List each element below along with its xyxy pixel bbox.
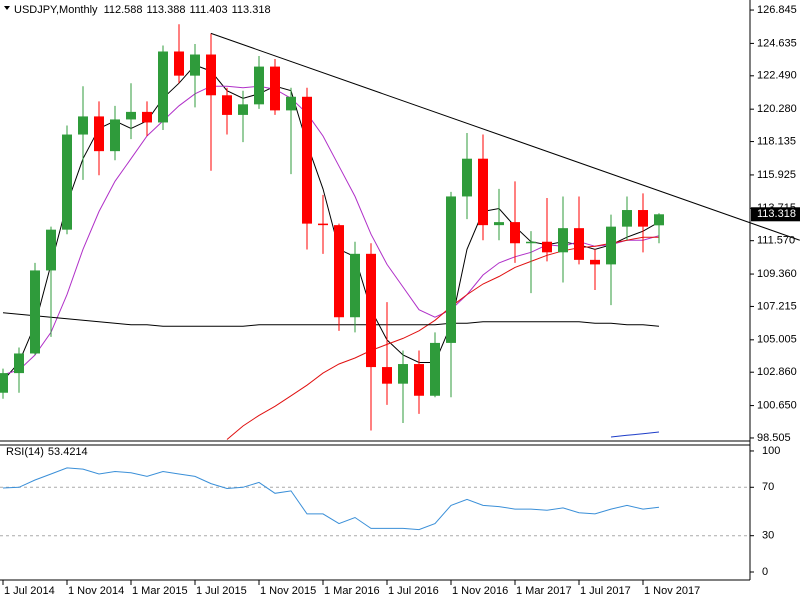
candle-body (174, 51, 184, 76)
symbol: USDJPY,Monthly (14, 4, 98, 16)
y-tick-label: 126.845 (757, 4, 797, 16)
candle-body (606, 226, 616, 265)
candle-body (526, 241, 536, 244)
candle-body (542, 241, 552, 253)
candle-body (0, 373, 8, 393)
moving-average (226, 236, 659, 440)
candle-body (334, 225, 344, 318)
candle-body (590, 259, 600, 265)
y-tick-label: 115.925 (757, 169, 796, 181)
chart-header: USDJPY,Monthly 112.588 113.388 111.403 113.3… (14, 4, 271, 16)
candle-body (382, 367, 392, 384)
y-tick-label: 0 (762, 566, 768, 578)
candle-body (142, 111, 152, 123)
moving-average (610, 431, 660, 438)
y-tick-label: 30 (762, 530, 774, 542)
y-tick-label: 102.860 (757, 366, 797, 378)
y-tick-label: 98.505 (757, 432, 791, 444)
candle-body (318, 223, 328, 226)
candle-body (270, 66, 280, 111)
trendline (210, 32, 800, 241)
candle-body (190, 54, 200, 76)
candle-body (302, 96, 312, 224)
candle-body (654, 214, 664, 226)
candle-body (254, 66, 264, 105)
y-tick-label: 111.570 (757, 235, 795, 247)
y-tick-label: 100.650 (757, 399, 797, 411)
candle-body (366, 253, 376, 368)
x-tick-label: 1 Nov 2016 (452, 585, 508, 597)
rsi-header: RSI(14) 53.4214 (6, 446, 88, 458)
x-tick-label: 1 Mar 2016 (324, 585, 380, 597)
high-value: 113.388 (147, 4, 186, 16)
candle-body (206, 54, 216, 96)
x-tick-label: 1 Nov 2015 (260, 585, 316, 597)
candle-body (350, 253, 360, 318)
y-tick-label: 100 (762, 445, 780, 457)
candle-body (478, 158, 488, 226)
rsi-line (2, 467, 660, 531)
y-tick-label: 124.635 (757, 37, 797, 49)
candle-body (62, 134, 72, 230)
price-label: 113.318 (757, 208, 796, 220)
candle-body (638, 210, 648, 227)
x-tick-label: 1 Nov 2014 (68, 585, 124, 597)
x-tick-label: 1 Jul 2016 (388, 585, 439, 597)
candle-body (222, 95, 232, 115)
candle-body (430, 342, 440, 396)
candle-body (494, 222, 504, 226)
candle-body (414, 364, 424, 396)
candle-body (462, 158, 472, 197)
y-tick-label: 105.005 (757, 334, 797, 346)
candle-body (622, 210, 632, 227)
candle-body (574, 228, 584, 260)
x-tick-label: 1 Jul 2015 (196, 585, 247, 597)
candle-body (30, 270, 40, 354)
low-value: 111.403 (189, 4, 227, 16)
candle-body (94, 116, 104, 152)
x-tick-label: 1 Nov 2017 (644, 585, 700, 597)
candle-body (510, 222, 520, 244)
close-value: 113.318 (232, 4, 271, 16)
candle-body (238, 104, 248, 115)
candle-body (158, 51, 168, 123)
y-tick-label: 70 (762, 481, 774, 493)
y-tick-label: 118.135 (757, 135, 796, 147)
candle-body (286, 96, 296, 111)
x-tick-label: 1 Jul 2017 (580, 585, 631, 597)
candle-body (78, 116, 88, 135)
candle-body (398, 364, 408, 384)
rsi-value: 53.4214 (48, 446, 88, 458)
y-tick-label: 122.490 (757, 70, 797, 82)
rsi-title: RSI(14) (6, 446, 44, 458)
candle-body (46, 229, 56, 271)
open-value: 112.588 (104, 4, 143, 16)
y-tick-label: 107.215 (757, 300, 797, 312)
menu-arrow (4, 6, 10, 10)
y-tick-label: 109.360 (757, 268, 797, 280)
candle-body (558, 228, 568, 253)
y-tick-label: 120.280 (757, 103, 797, 115)
moving-average (2, 312, 660, 327)
x-tick-label: 1 Jul 2014 (4, 585, 55, 597)
candle-body (14, 353, 24, 374)
x-tick-label: 1 Mar 2015 (132, 585, 188, 597)
candle-body (126, 111, 136, 120)
candle-body (446, 196, 456, 343)
candle-body (110, 119, 120, 152)
x-tick-label: 1 Mar 2017 (516, 585, 572, 597)
price-label-box (751, 207, 800, 222)
